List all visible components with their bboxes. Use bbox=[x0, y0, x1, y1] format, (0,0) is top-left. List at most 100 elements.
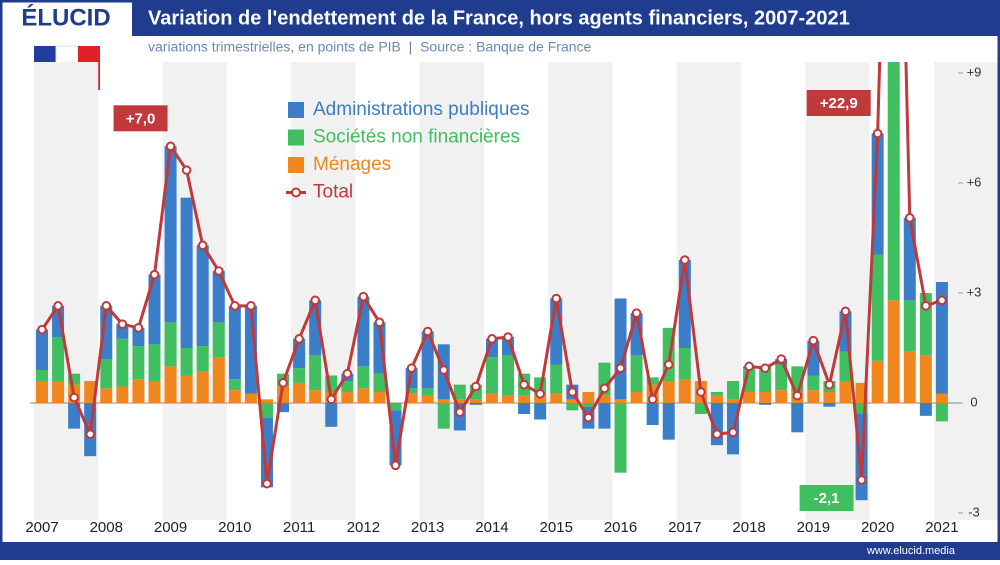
bar bbox=[405, 393, 418, 403]
x-tick-label: 2018 bbox=[732, 519, 765, 536]
bar bbox=[614, 399, 627, 403]
bar bbox=[309, 390, 322, 403]
bar bbox=[212, 271, 225, 323]
bar bbox=[453, 399, 466, 403]
total-point bbox=[358, 291, 369, 302]
total-point bbox=[37, 324, 47, 335]
bar bbox=[36, 370, 48, 381]
bar bbox=[518, 395, 531, 403]
y-tick-label: 0 bbox=[970, 394, 977, 409]
x-tick-label: 2013 bbox=[411, 519, 444, 536]
bar bbox=[437, 403, 450, 429]
data-label-box bbox=[806, 90, 871, 116]
total-point bbox=[599, 383, 610, 394]
bar bbox=[164, 146, 177, 323]
x-tick-label: 2009 bbox=[154, 519, 187, 536]
bar bbox=[903, 217, 916, 301]
y-tick-label: -3 bbox=[968, 504, 980, 519]
total-point bbox=[181, 165, 192, 175]
bar bbox=[807, 375, 820, 391]
bar bbox=[309, 355, 322, 391]
chart-subtitle: variations trimestrielles, en points de … bbox=[148, 39, 592, 55]
bar bbox=[678, 379, 691, 403]
bar bbox=[871, 254, 884, 361]
bar bbox=[260, 403, 273, 418]
total-point bbox=[69, 392, 79, 403]
data-label-box bbox=[113, 105, 168, 132]
year-band bbox=[419, 62, 484, 520]
bar bbox=[662, 403, 675, 440]
bar bbox=[566, 403, 579, 411]
bar bbox=[405, 388, 418, 394]
bar bbox=[68, 373, 81, 385]
total-point bbox=[149, 269, 160, 280]
legend-swatch bbox=[288, 129, 304, 146]
bar bbox=[710, 395, 723, 403]
bar bbox=[52, 337, 65, 381]
bar bbox=[164, 366, 177, 403]
bar bbox=[357, 388, 370, 403]
bar bbox=[775, 364, 788, 391]
total-point bbox=[165, 141, 176, 152]
bar bbox=[727, 381, 740, 400]
bar bbox=[550, 364, 563, 394]
data-label: +22,9 bbox=[820, 95, 858, 112]
data-label-box bbox=[799, 485, 854, 511]
bar bbox=[116, 386, 129, 403]
bar bbox=[582, 392, 595, 403]
bar bbox=[469, 399, 482, 403]
bar bbox=[566, 399, 579, 403]
total-point bbox=[455, 407, 465, 417]
total-point bbox=[872, 128, 883, 139]
bar bbox=[180, 348, 193, 376]
legend-label: Total bbox=[313, 182, 353, 203]
bar bbox=[919, 355, 932, 403]
bar bbox=[887, 300, 900, 403]
total-point bbox=[647, 394, 658, 405]
bar bbox=[903, 351, 916, 403]
total-point bbox=[390, 460, 401, 471]
bar bbox=[646, 377, 659, 385]
bar bbox=[518, 403, 531, 414]
bar bbox=[196, 346, 209, 372]
bar bbox=[228, 390, 241, 403]
x-tick-label: 2020 bbox=[861, 519, 894, 536]
bar bbox=[84, 381, 97, 403]
total-point bbox=[342, 368, 353, 379]
logo-box bbox=[0, 0, 132, 36]
total-point bbox=[728, 427, 738, 438]
total-point bbox=[856, 475, 867, 485]
total-point bbox=[117, 319, 128, 329]
total-point bbox=[326, 394, 337, 405]
bar bbox=[36, 381, 48, 403]
bar bbox=[180, 197, 193, 348]
header-bar bbox=[0, 0, 1000, 36]
bar bbox=[598, 395, 611, 403]
bar bbox=[212, 322, 225, 358]
bar bbox=[421, 388, 434, 396]
total-point bbox=[53, 301, 63, 311]
total-point bbox=[471, 381, 481, 392]
total-point bbox=[680, 255, 690, 265]
total-point bbox=[631, 308, 642, 318]
total-point bbox=[438, 365, 449, 375]
x-tick-label: 2016 bbox=[604, 519, 637, 536]
bar bbox=[839, 381, 852, 403]
total-point bbox=[551, 293, 562, 304]
bar bbox=[341, 392, 354, 403]
bar bbox=[36, 329, 48, 370]
bar bbox=[228, 305, 241, 380]
bar bbox=[662, 381, 675, 403]
bar bbox=[935, 282, 948, 394]
bar bbox=[212, 357, 225, 403]
bar bbox=[100, 359, 113, 389]
bar bbox=[710, 392, 723, 396]
bar bbox=[293, 368, 306, 383]
bar bbox=[887, 62, 900, 301]
bar bbox=[694, 403, 707, 414]
total-point bbox=[197, 240, 208, 251]
legend-swatch bbox=[288, 157, 304, 173]
bar bbox=[132, 327, 145, 347]
legend-swatch bbox=[291, 187, 301, 198]
